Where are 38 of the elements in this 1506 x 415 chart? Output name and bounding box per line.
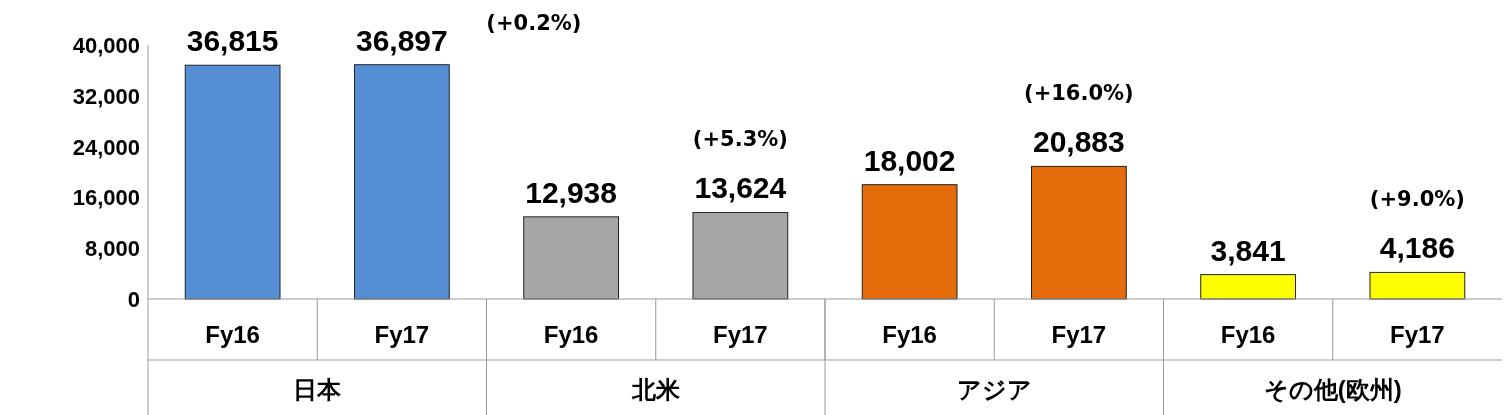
x-tick-label: Fy16 — [543, 321, 599, 348]
annotation: (+9.0%) — [1369, 187, 1465, 212]
data-label: 18,002 — [863, 143, 956, 177]
data-label: 4,186 — [1379, 231, 1455, 265]
bar — [1200, 274, 1297, 300]
x-tick-label: Fy16 — [1220, 321, 1276, 348]
bar — [1369, 271, 1466, 300]
bar — [1030, 165, 1127, 300]
bar — [861, 184, 958, 300]
y-tick-label: 24,000 — [72, 134, 140, 160]
x-tick-label: Fy17 — [1051, 321, 1107, 348]
y-tick-label: 16,000 — [72, 185, 140, 211]
x-tick-label: Fy16 — [205, 321, 260, 348]
data-label: 3,841 — [1210, 233, 1286, 267]
y-tick-label: 8,000 — [84, 236, 140, 262]
annotation: (+5.3%) — [692, 127, 788, 152]
x-tick-label: Fy16 — [882, 321, 937, 348]
y-tick-label: 32,000 — [72, 83, 140, 109]
data-label: 20,883 — [1032, 125, 1125, 159]
data-label: 13,624 — [694, 171, 787, 205]
data-label: 36,815 — [186, 24, 279, 58]
bar — [184, 64, 281, 300]
text: その他(欧州) — [1263, 376, 1402, 403]
data-label: 12,938 — [525, 175, 618, 209]
annotation: (+16.0%) — [1024, 81, 1134, 106]
text: (+0.2%) — [486, 11, 582, 35]
bar — [353, 64, 450, 300]
data-label: 36,897 — [355, 23, 448, 57]
y-tick-label: 40,000 — [72, 33, 140, 58]
y-tick-label: 0 — [127, 287, 140, 312]
bar — [692, 211, 789, 300]
bar — [523, 216, 620, 300]
text: アジア — [956, 376, 1032, 403]
text: 日本 — [293, 376, 343, 403]
text: 北米 — [630, 376, 681, 403]
x-tick-label: Fy17 — [713, 321, 768, 348]
x-tick-label: Fy17 — [1390, 321, 1445, 348]
x-tick-label: Fy17 — [374, 321, 430, 348]
